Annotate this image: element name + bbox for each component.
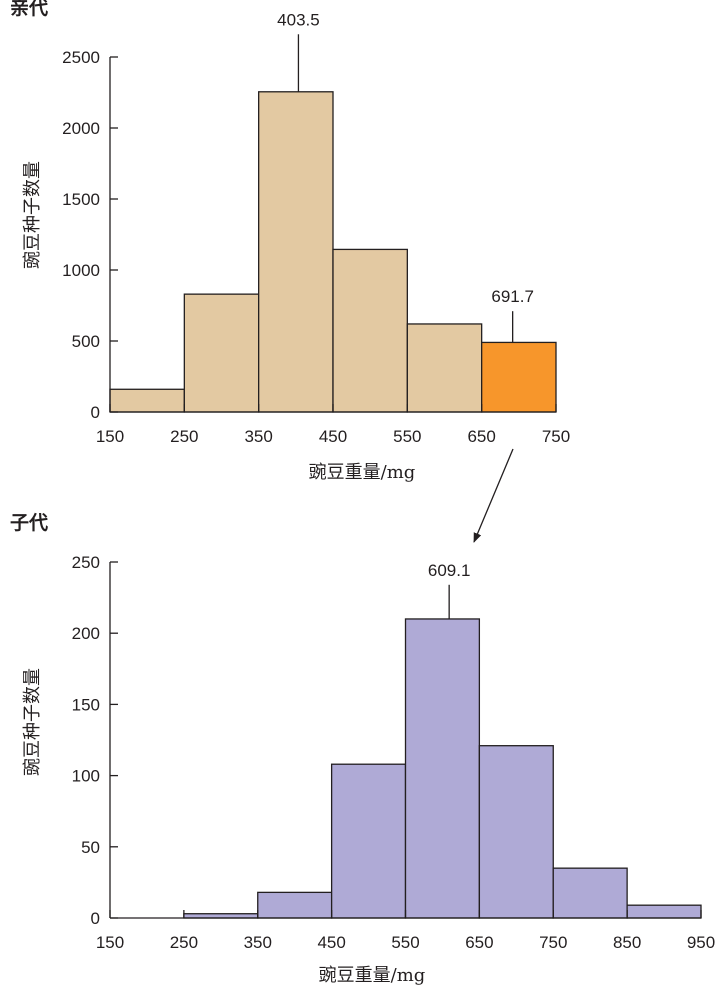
mean-value-label: 403.5 bbox=[277, 10, 320, 29]
y-tick-label: 250 bbox=[72, 553, 100, 572]
x-tick-label: 550 bbox=[391, 933, 419, 952]
panel-label-offspring: 子代 bbox=[10, 512, 48, 534]
offspring-generation-histogram: 子代 豌豆重量/mg 豌豆种子数量 0 50 100 150 200 250 150 250 3… bbox=[10, 512, 715, 986]
y-tick-label: 200 bbox=[72, 624, 100, 643]
x-tick-label: 350 bbox=[244, 427, 272, 446]
histogram-bar bbox=[183, 293, 260, 413]
histogram-bar bbox=[258, 91, 334, 413]
y-tick-label: 150 bbox=[72, 695, 100, 714]
histogram-bar bbox=[332, 248, 408, 413]
y-tick-label: 0 bbox=[91, 403, 100, 422]
x-tick-label: 350 bbox=[244, 933, 272, 952]
y-tick-label: 1000 bbox=[62, 261, 100, 280]
y-tick-label: 2000 bbox=[62, 119, 100, 138]
x-axis-title: 豌豆重量/mg bbox=[319, 965, 426, 986]
histogram-bar bbox=[626, 904, 702, 919]
x-tick-label: 250 bbox=[170, 933, 198, 952]
x-tick-label: 750 bbox=[539, 933, 567, 952]
x-tick-label: 450 bbox=[317, 933, 345, 952]
mean-value-label: 609.1 bbox=[428, 561, 471, 580]
histogram-bar bbox=[406, 323, 483, 413]
x-tick-label: 750 bbox=[542, 427, 570, 446]
y-axis-title: 豌豆种子数量 bbox=[22, 668, 43, 776]
x-tick-label: 650 bbox=[467, 427, 495, 446]
x-tick-label: 150 bbox=[96, 933, 124, 952]
y-tick-label: 500 bbox=[72, 332, 100, 351]
histogram-bar bbox=[404, 618, 481, 919]
x-tick-label: 450 bbox=[319, 427, 347, 446]
y-axis-title: 豌豆种子数量 bbox=[22, 161, 43, 269]
histogram-bar bbox=[552, 867, 628, 919]
histogram-bar bbox=[478, 745, 554, 919]
x-tick-label: 250 bbox=[170, 427, 198, 446]
mean-value-label: 691.7 bbox=[491, 287, 534, 306]
x-tick-label: 150 bbox=[96, 427, 124, 446]
x-tick-label: 650 bbox=[465, 933, 493, 952]
y-tick-label: 100 bbox=[72, 767, 100, 786]
histogram-bar bbox=[257, 891, 333, 919]
selection-arrow bbox=[473, 448, 514, 543]
y-tick-label: 1500 bbox=[62, 190, 100, 209]
y-tick-label: 2500 bbox=[62, 48, 100, 67]
x-tick-label: 950 bbox=[687, 933, 715, 952]
panel-label-parent: 亲代 bbox=[10, 0, 48, 19]
y-tick-label: 50 bbox=[81, 838, 100, 857]
histogram-bar bbox=[481, 341, 557, 413]
x-tick-label: 850 bbox=[613, 933, 641, 952]
histogram-bar bbox=[109, 388, 185, 413]
parent-generation-histogram: 亲代 豌豆重量/mg 豌豆种子数量 0 500 1000 1500 2000 2500 15… bbox=[10, 0, 570, 483]
y-tick-label: 0 bbox=[91, 909, 100, 928]
x-tick-label: 550 bbox=[393, 427, 421, 446]
histogram-bar bbox=[330, 763, 407, 919]
x-axis-title: 豌豆重量/mg bbox=[309, 462, 416, 483]
